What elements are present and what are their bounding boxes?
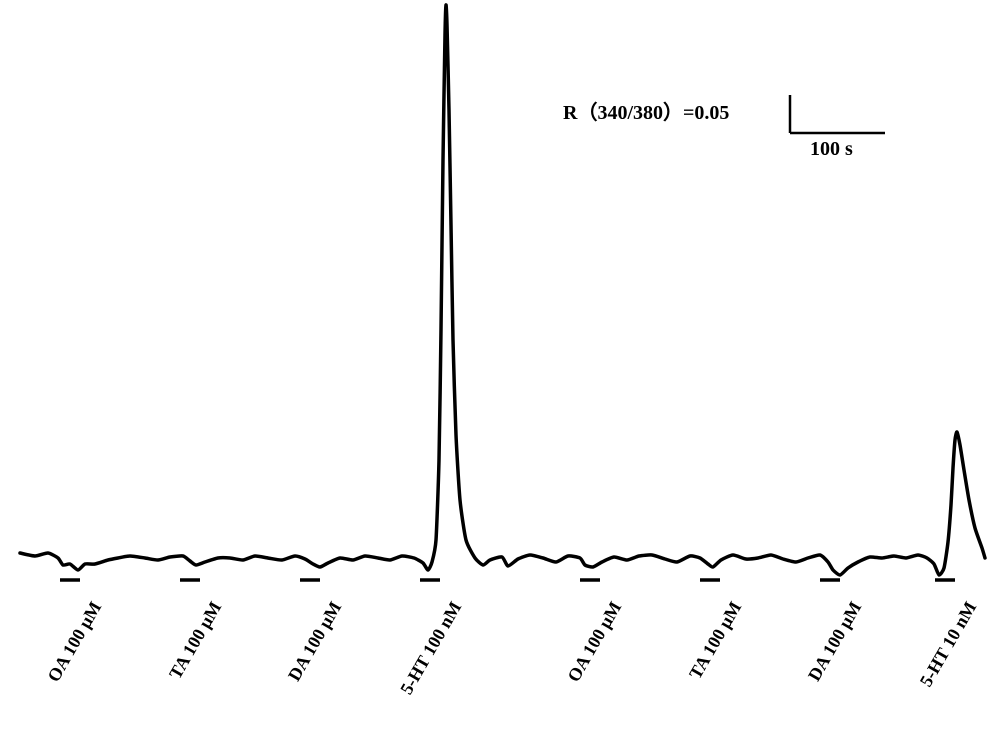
scale-bars xyxy=(790,95,885,133)
calcium-trace-figure: R（340/380）=0.05 100 s OA 100 μMTA 100 μM… xyxy=(0,0,1000,723)
response-trace xyxy=(20,5,985,575)
